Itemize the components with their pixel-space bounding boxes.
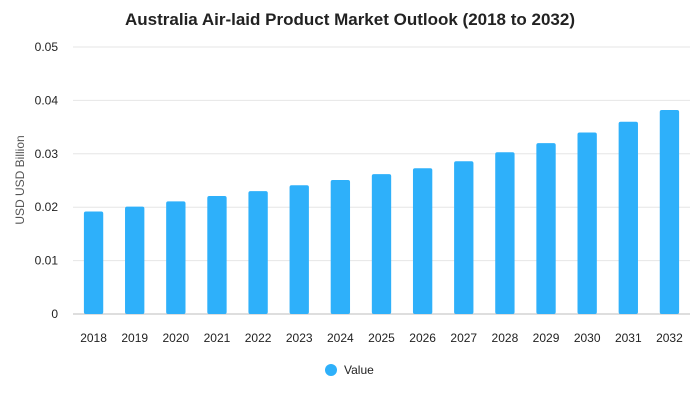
x-axis-ticks: 2018 2019 2020 2021 2022 2023 2024 2025 2026 2027… [80,331,683,345]
y-tick-label: 0.04 [35,93,59,107]
bar-2021[interactable] [207,195,227,314]
bar-2020[interactable] [166,201,186,314]
legend-marker-value [325,364,337,376]
bar-2026[interactable] [412,168,433,314]
bar-2032[interactable] [659,110,680,315]
bar-2022[interactable] [248,191,268,314]
x-tick-label: 2029 [533,331,560,345]
bar-2019[interactable] [125,206,145,314]
bar-2030[interactable] [577,132,597,314]
y-tick-label: 0.01 [35,254,59,268]
x-tick-label: 2032 [656,331,683,345]
x-tick-label: 2030 [574,331,601,345]
bar-2018[interactable] [83,211,104,314]
bars [83,110,680,315]
legend[interactable]: Value [325,363,374,377]
x-tick-label: 2018 [80,331,107,345]
x-tick-label: 2023 [286,331,313,345]
y-tick-label: 0.05 [35,40,59,54]
chart-title: Australia Air-laid Product Market Outloo… [125,10,575,29]
x-tick-label: 2020 [162,331,189,345]
y-tick-label: 0.02 [35,200,59,214]
y-axis-title: USD USD Billion [13,135,27,224]
x-tick-label: 2028 [492,331,519,345]
y-axis-ticks: 0 0.01 0.02 0.03 0.04 0.05 [35,40,59,321]
x-tick-label: 2025 [368,331,395,345]
y-tick-label: 0.03 [35,147,59,161]
bar-2028[interactable] [495,152,515,314]
bar-2025[interactable] [371,174,392,314]
bar-2031[interactable] [618,121,638,314]
legend-label-value: Value [344,363,374,377]
x-tick-label: 2026 [409,331,436,345]
bar-2027[interactable] [454,161,474,314]
x-tick-label: 2031 [615,331,642,345]
x-tick-label: 2022 [245,331,272,345]
y-tick-label: 0 [51,307,58,321]
x-tick-label: 2027 [450,331,477,345]
bar-2023[interactable] [289,185,309,314]
x-tick-label: 2024 [327,331,354,345]
bar-2024[interactable] [330,179,351,314]
x-tick-label: 2019 [121,331,148,345]
bar-2029[interactable] [536,143,556,314]
x-tick-label: 2021 [204,331,231,345]
